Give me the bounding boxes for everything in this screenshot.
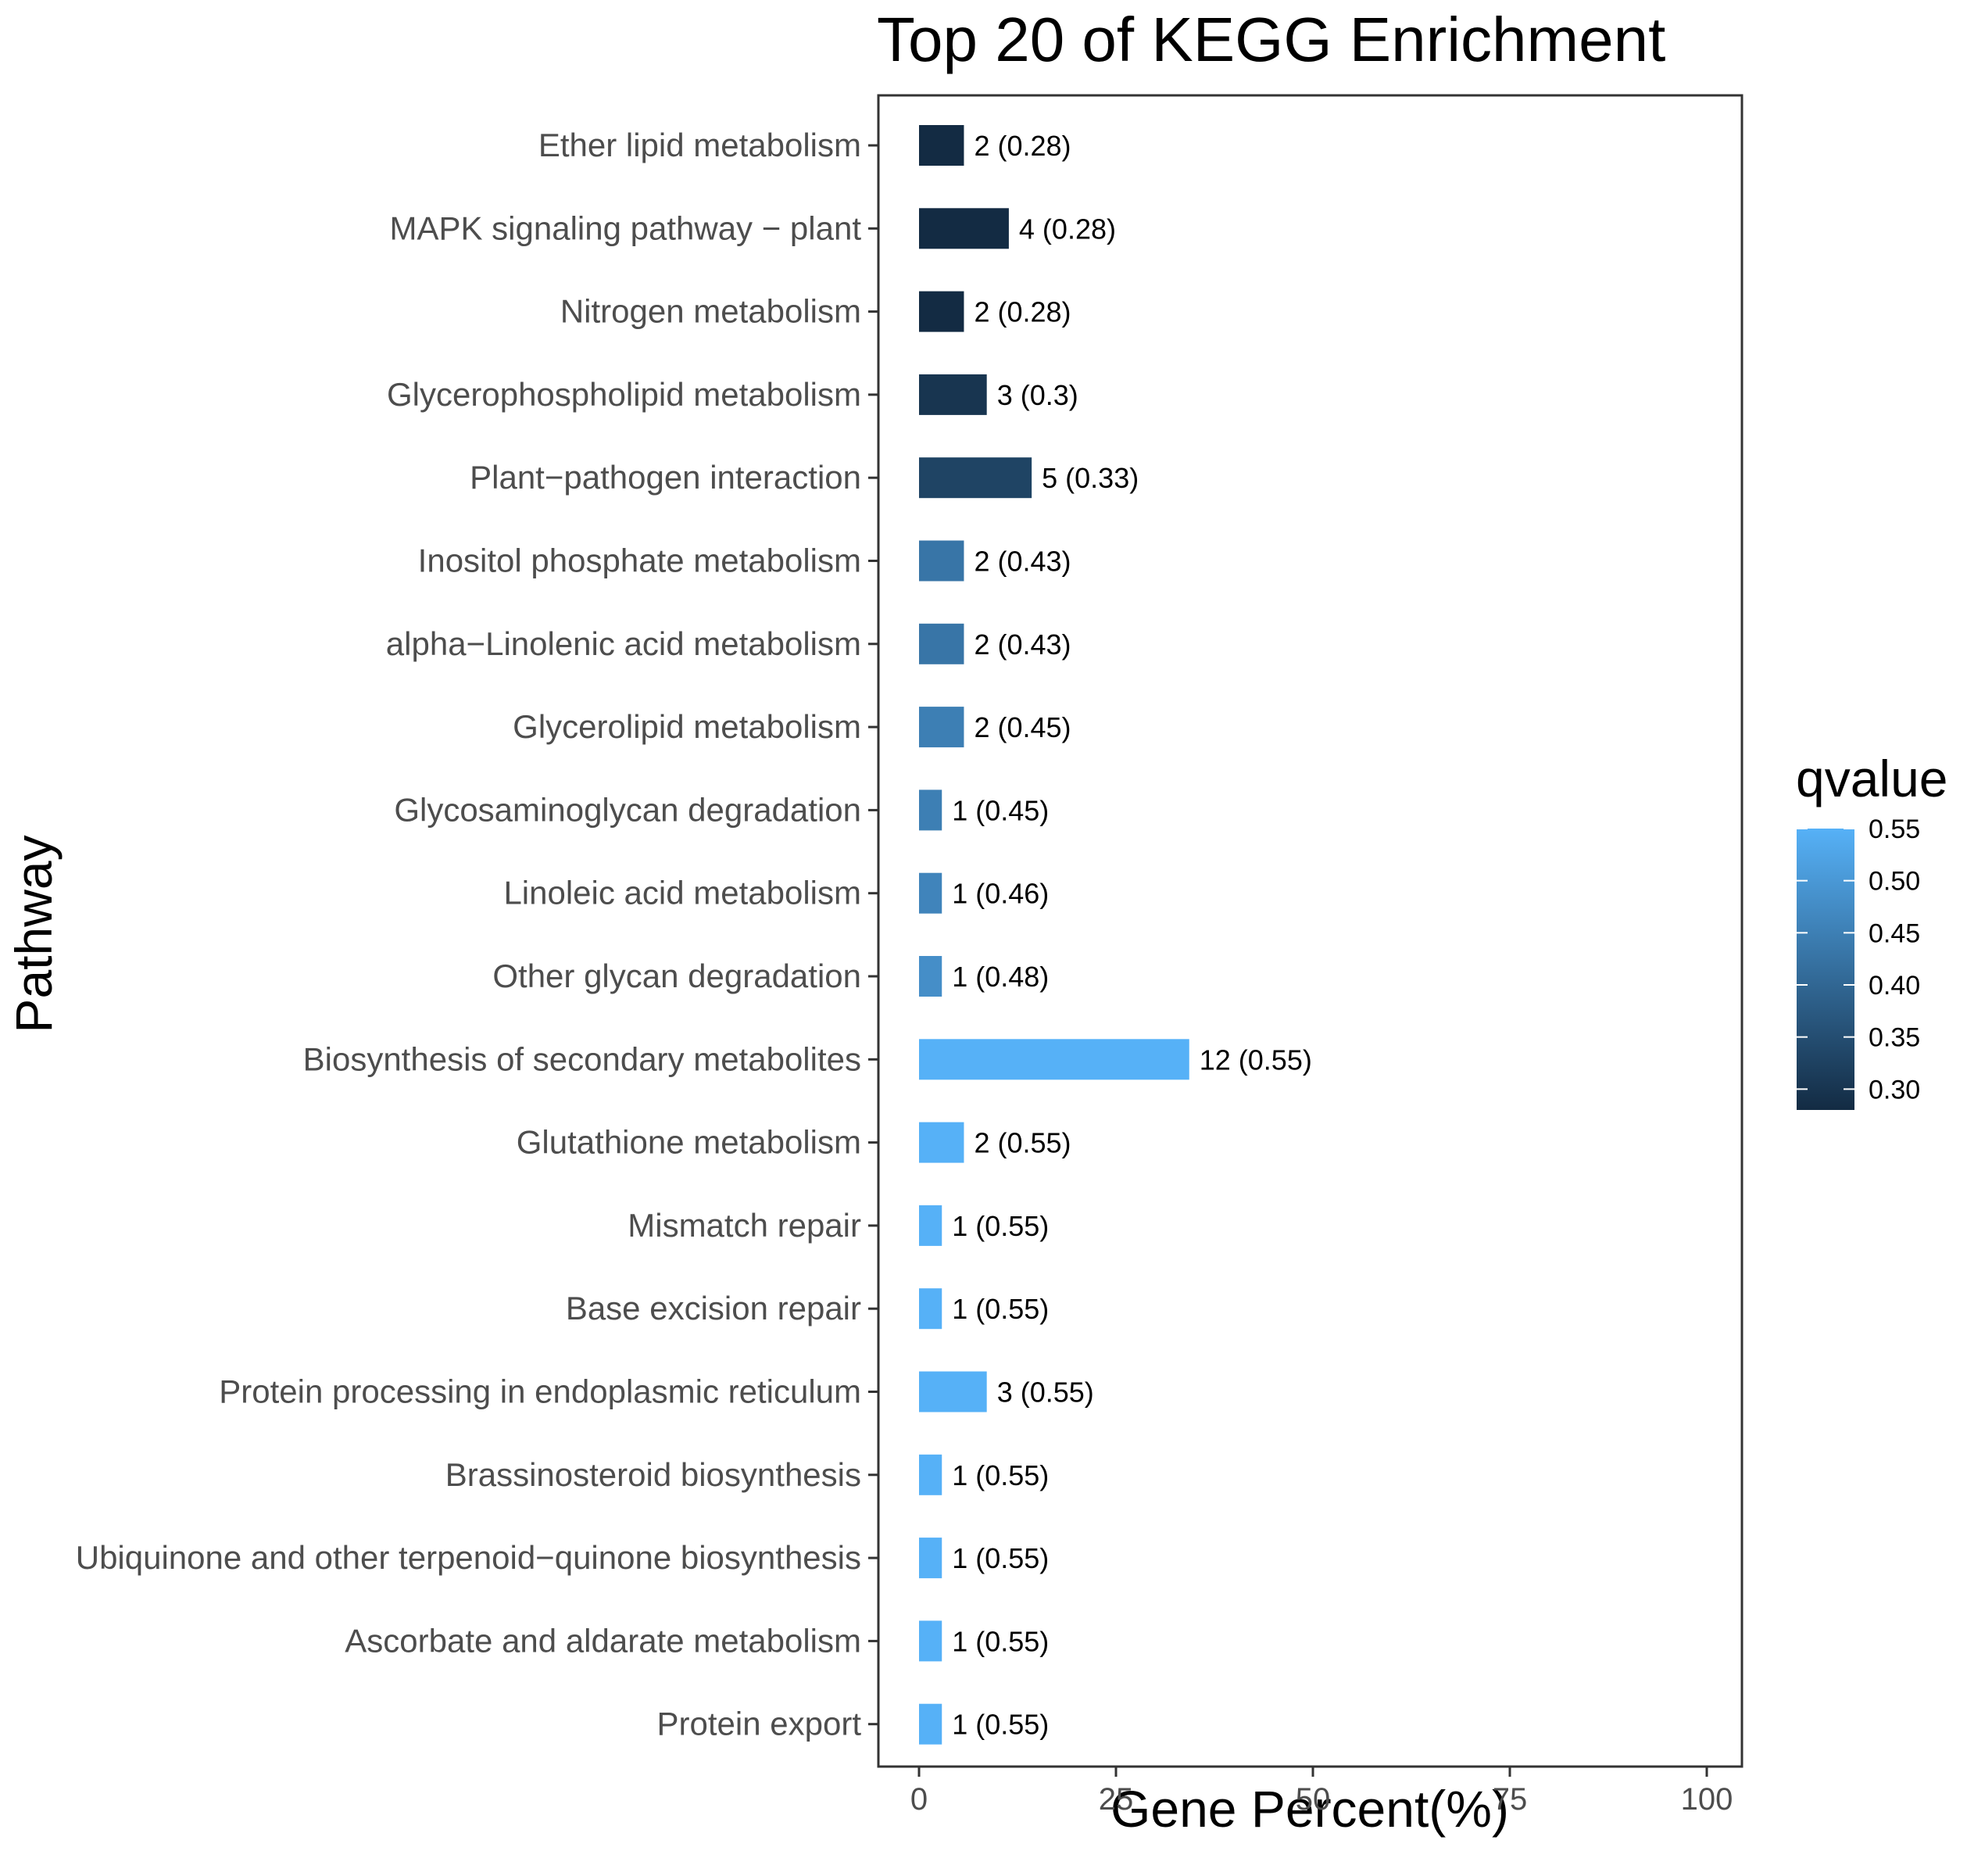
bar-value-label: 1 (0.55)	[952, 1709, 1049, 1741]
x-tick-label: 25	[1099, 1782, 1134, 1817]
bar	[919, 540, 964, 582]
y-tick-label: Protein export	[657, 1706, 862, 1742]
bar-value-label: 4 (0.28)	[1019, 213, 1116, 245]
x-tick-label: 50	[1296, 1782, 1331, 1817]
bar	[919, 125, 964, 166]
y-axis-title: Pathway	[5, 835, 63, 1033]
bar-value-label: 2 (0.43)	[974, 546, 1071, 578]
bar	[919, 789, 942, 831]
legend-tick-label: 0.55	[1869, 814, 1920, 844]
bar	[919, 872, 942, 914]
bar-value-label: 1 (0.45)	[952, 794, 1049, 826]
y-tick-label: alpha−Linolenic acid metabolism	[386, 625, 861, 662]
y-tick-label: Protein processing in endoplasmic reticu…	[219, 1373, 861, 1410]
y-tick-label: Glycerophospholipid metabolism	[387, 376, 861, 413]
legend-title: qvalue	[1796, 750, 1948, 807]
legend-ticks: 0.55 0.50 0.45 0.40 0.35 0.30	[1797, 814, 1920, 1104]
bar-value-label: 2 (0.43)	[974, 628, 1071, 661]
bar-value-label: 1 (0.55)	[952, 1293, 1049, 1325]
bar-value-label: 2 (0.55)	[974, 1127, 1071, 1159]
bar	[919, 1288, 942, 1330]
y-tick-label: Biosynthesis of secondary metabolites	[303, 1040, 861, 1077]
y-tick-label: Ether lipid metabolism	[538, 127, 861, 163]
bar-value-label: 2 (0.45)	[974, 711, 1071, 743]
y-tick-label: Brassinosteroid biosynthesis	[445, 1456, 861, 1493]
y-tick-label: Ubiquinone and other terpenoid−quinone b…	[76, 1539, 861, 1576]
y-tick-label: Base excision repair	[566, 1290, 861, 1326]
bar-value-label: 2 (0.28)	[974, 296, 1071, 328]
x-axis-ticks: 0 25 50 75 100	[910, 1767, 1733, 1817]
bar	[919, 1039, 1189, 1080]
bar-value-label: 3 (0.55)	[997, 1377, 1094, 1409]
y-tick-label: MAPK signaling pathway − plant	[389, 209, 861, 246]
bar	[919, 707, 964, 748]
bar	[919, 1371, 987, 1412]
bar-value-label: 3 (0.3)	[997, 379, 1078, 411]
x-tick-label: 0	[910, 1782, 928, 1817]
bar-value-label: 1 (0.55)	[952, 1625, 1049, 1657]
x-tick-label: 75	[1493, 1782, 1528, 1817]
bar-value-label: 12 (0.55)	[1200, 1044, 1312, 1076]
bar	[919, 1122, 964, 1163]
bar	[919, 374, 987, 415]
legend-tick-label: 0.50	[1869, 867, 1920, 897]
legend-colorbar	[1797, 829, 1854, 1110]
y-tick-label: Glutathione metabolism	[517, 1124, 861, 1161]
bars-layer: 2 (0.28) 4 (0.28) 2 (0.28) 3 (0.3) 5 (0.33) 2…	[919, 125, 1312, 1745]
y-axis-ticks: Ether lipid metabolism MAPK signaling pat…	[76, 127, 878, 1742]
bar	[919, 1620, 942, 1662]
bar	[919, 956, 942, 997]
bar	[919, 291, 964, 332]
bar	[919, 1538, 942, 1579]
bar	[919, 208, 1009, 249]
y-tick-label: Linoleic acid metabolism	[503, 875, 861, 911]
bar-value-label: 2 (0.28)	[974, 130, 1071, 162]
bar-value-label: 1 (0.46)	[952, 878, 1049, 910]
bar-value-label: 1 (0.55)	[952, 1210, 1049, 1242]
x-tick-label: 100	[1681, 1782, 1733, 1817]
chart-title: Top 20 of KEGG Enrichment	[877, 5, 1665, 74]
bar-value-label: 1 (0.55)	[952, 1542, 1049, 1574]
legend-tick-label: 0.35	[1869, 1023, 1920, 1053]
bar	[919, 623, 964, 664]
bar-value-label: 1 (0.48)	[952, 961, 1049, 993]
legend-tick-label: 0.30	[1869, 1075, 1920, 1104]
bar-value-label: 5 (0.33)	[1042, 462, 1139, 494]
y-tick-label: Glycosaminoglycan degradation	[394, 791, 861, 828]
bar-value-label: 1 (0.55)	[952, 1459, 1049, 1491]
y-tick-label: Inositol phosphate metabolism	[418, 542, 861, 579]
legend-tick-label: 0.45	[1869, 918, 1920, 948]
bar	[919, 1454, 942, 1495]
legend-tick-label: 0.40	[1869, 971, 1920, 1001]
plot-panel-border	[877, 94, 1743, 1768]
y-tick-label: Glycerolipid metabolism	[513, 708, 861, 745]
bar	[919, 1703, 942, 1745]
y-tick-label: Ascorbate and aldarate metabolism	[345, 1622, 861, 1659]
x-axis-title: Gene Percent(%)	[1110, 1780, 1509, 1838]
y-tick-label: Mismatch repair	[628, 1207, 861, 1244]
y-tick-label: Plant−pathogen interaction	[470, 459, 861, 496]
bar	[919, 1205, 942, 1246]
y-tick-label: Nitrogen metabolism	[560, 293, 861, 330]
y-tick-label: Other glycan degradation	[492, 958, 861, 994]
bar	[919, 457, 1032, 499]
